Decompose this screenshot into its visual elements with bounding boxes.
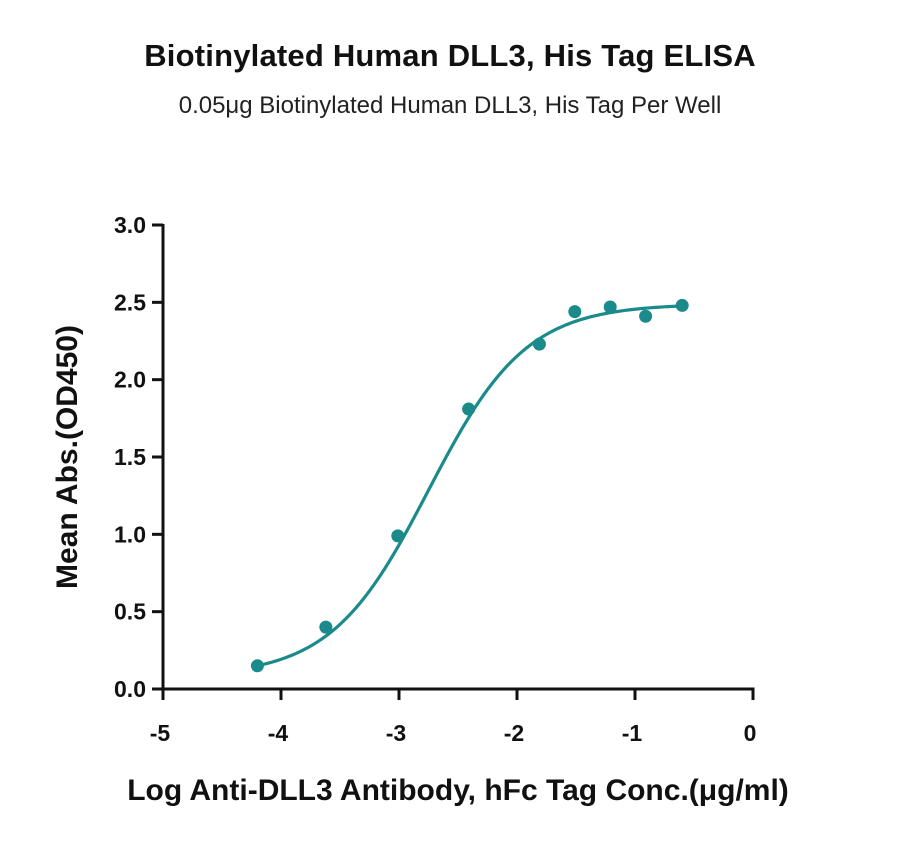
- x-tick-label: -2: [504, 720, 524, 746]
- data-point: [532, 337, 546, 351]
- x-tick-label: -3: [386, 720, 406, 746]
- chart-ticks: -5 -4 -3 -2 -1 0 0.0 0.5 1.0 1.5 2.0 2.5 3.0: [114, 212, 756, 746]
- y-tick-label: 0.0: [114, 676, 146, 702]
- data-point: [319, 620, 333, 634]
- chart-title: Biotinylated Human DLL3, His Tag ELISA: [144, 38, 756, 73]
- y-tick-label: 0.5: [114, 599, 146, 625]
- y-tick-label: 1.5: [114, 444, 146, 470]
- y-tick-label: 2.5: [114, 289, 146, 315]
- y-tick-label: 2.0: [114, 367, 146, 393]
- fit-curve-group: [255, 304, 684, 668]
- fit-curve: [255, 304, 684, 668]
- y-tick-label: 1.0: [114, 521, 146, 547]
- data-point: [462, 402, 476, 416]
- x-tick-label: -5: [150, 720, 171, 746]
- data-point: [675, 298, 689, 312]
- data-point: [568, 305, 582, 319]
- data-point: [250, 659, 264, 673]
- x-axis-title: Log Anti-DLL3 Antibody, hFc Tag Conc.(μg…: [127, 774, 789, 807]
- x-tick-label: 0: [744, 720, 757, 746]
- data-point: [391, 529, 405, 543]
- y-tick-label: 3.0: [114, 212, 146, 238]
- chart-subtitle: 0.05μg Biotinylated Human DLL3, His Tag …: [178, 92, 722, 119]
- y-axis-title: Mean Abs.(OD450): [51, 325, 84, 589]
- data-point: [603, 300, 617, 314]
- data-point: [639, 309, 653, 323]
- x-tick-label: -4: [268, 720, 289, 746]
- x-tick-label: -1: [622, 720, 643, 746]
- chart-axes: [161, 224, 755, 691]
- data-points-group: [250, 298, 689, 673]
